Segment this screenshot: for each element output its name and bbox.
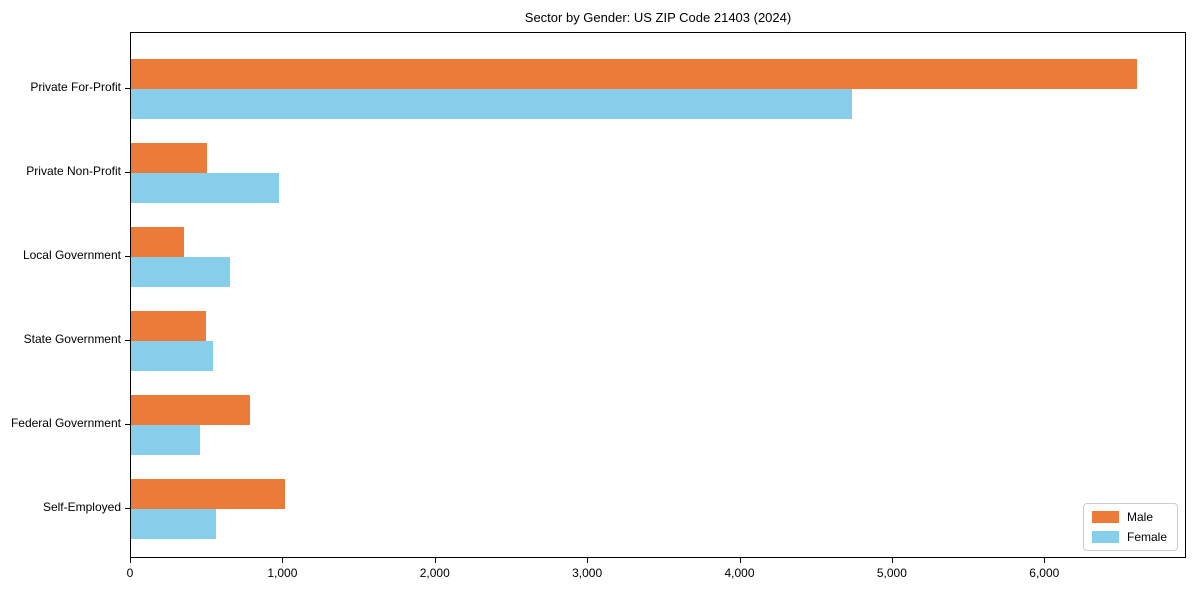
legend-entry-female: Female (1091, 530, 1167, 544)
bar-female (131, 173, 279, 203)
y-tick-label: State Government (23, 332, 121, 346)
y-tick-label: Federal Government (10, 416, 121, 430)
bar-female (131, 425, 200, 455)
x-tick-mark (282, 558, 284, 563)
bar-female (131, 89, 852, 119)
legend-entry-male: Male (1091, 510, 1167, 524)
y-tick-label: Self-Employed (42, 500, 121, 514)
y-tick-label: Private For-Profit (30, 80, 121, 94)
x-tick-label: 4,000 (724, 566, 755, 580)
y-tick-mark (125, 340, 130, 341)
y-tick-mark (125, 172, 130, 173)
x-tick-mark (1044, 558, 1046, 563)
x-tick-label: 5,000 (876, 566, 907, 580)
x-tick-mark (434, 558, 436, 563)
x-tick-mark (739, 558, 741, 563)
x-tick-mark (130, 558, 131, 563)
y-tick-mark (125, 508, 130, 509)
x-tick-label: 0 (126, 566, 134, 580)
bar-male (131, 227, 184, 257)
y-tick-label: Private Non-Profit (26, 164, 121, 178)
legend: Male Female (1082, 503, 1178, 551)
y-tick-mark (125, 88, 130, 89)
y-tick-label: Local Government (22, 248, 121, 262)
bar-male (131, 479, 285, 509)
x-tick-label: 1,000 (267, 566, 298, 580)
bar-male (131, 395, 250, 425)
bar-female (131, 509, 217, 539)
bar-male (131, 59, 1137, 89)
bar-male (131, 311, 206, 341)
legend-swatch-male (1091, 511, 1119, 523)
legend-label: Female (1126, 530, 1167, 544)
y-tick-mark (125, 256, 130, 257)
x-tick-label: 3,000 (572, 566, 603, 580)
y-tick-mark (125, 424, 130, 425)
x-tick-mark (891, 558, 893, 563)
bar-female (131, 341, 214, 371)
legend-swatch-female (1091, 531, 1119, 543)
bar-male (131, 143, 208, 173)
legend-label: Male (1126, 510, 1153, 524)
x-tick-label: 6,000 (1029, 566, 1060, 580)
chart-title: Sector by Gender: US ZIP Code 21403 (202… (524, 10, 792, 25)
x-tick-mark (587, 558, 589, 563)
bar-female (131, 257, 231, 287)
plot-area: Male Female (130, 32, 1186, 558)
x-tick-label: 2,000 (419, 566, 450, 580)
